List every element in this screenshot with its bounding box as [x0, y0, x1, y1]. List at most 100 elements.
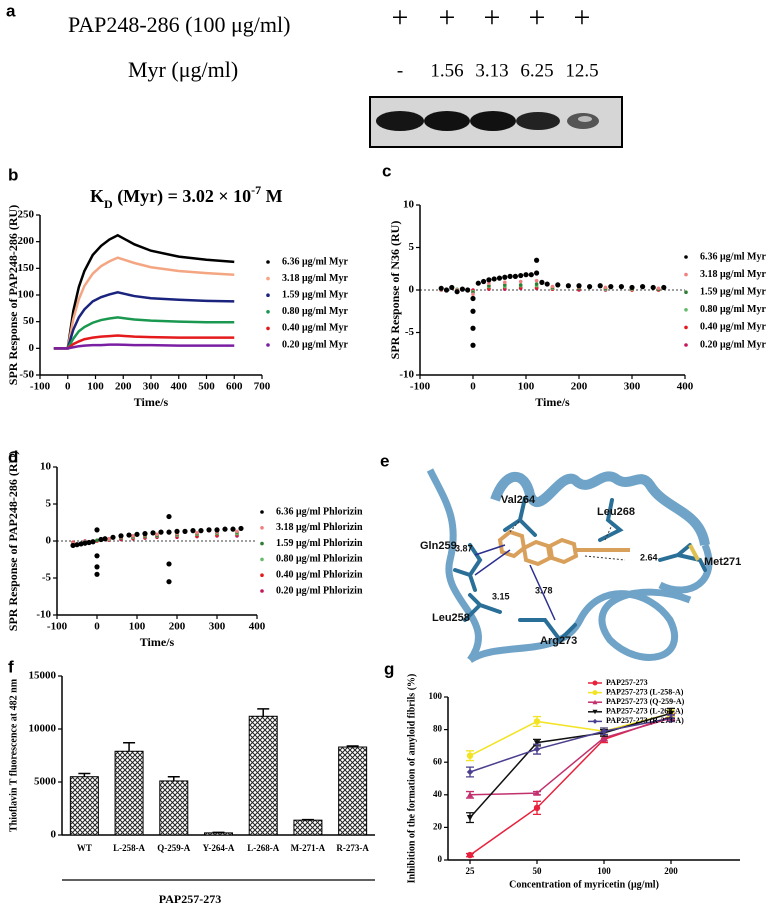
point	[471, 292, 475, 297]
point	[190, 528, 196, 534]
y-tick-label: 5	[46, 498, 52, 510]
cell: +	[574, 1, 591, 34]
series-line	[53, 316, 235, 350]
legend-marker	[260, 526, 264, 530]
error-bar	[78, 772, 91, 777]
x-tick-label: L-268-A	[247, 843, 279, 853]
y-tick-label: 100	[18, 289, 35, 301]
legend-marker	[266, 260, 270, 264]
y-tick-label: 15000	[29, 670, 57, 682]
panel-label: e	[380, 451, 389, 470]
point	[70, 542, 76, 549]
y-tick-label: 0	[51, 829, 57, 841]
point	[518, 272, 524, 279]
point	[503, 283, 507, 287]
point	[94, 527, 100, 533]
series-line	[53, 343, 235, 350]
x-axis-title: PAP257-273	[159, 892, 221, 906]
point	[230, 526, 236, 532]
panel-a: a PAP248-286 (100 μg/ml) Myr (μg/ml)	[6, 1, 623, 148]
point	[534, 257, 540, 263]
point	[518, 279, 523, 284]
bar	[338, 746, 368, 836]
x-tick-label: Y-264-A	[203, 843, 235, 853]
point	[512, 273, 519, 279]
cell: 3.13	[475, 60, 508, 81]
legend-marker	[684, 290, 688, 295]
x-tick-label: 0	[470, 381, 476, 393]
y-tick-label: 10	[403, 199, 415, 211]
ribbon	[658, 543, 713, 594]
point	[131, 534, 135, 538]
y-tick-label: 0	[46, 535, 52, 547]
panel-g: g 0 20 40 60 80 100 Inhibition of the formation…	[384, 659, 740, 890]
marker	[466, 815, 474, 821]
bar	[114, 750, 144, 836]
x-axis-title: Time/s	[535, 395, 570, 409]
point	[222, 526, 228, 532]
bar	[159, 780, 189, 836]
row-label: Myr (μg/ml)	[128, 57, 238, 82]
point	[603, 285, 608, 290]
x-tick-label: -100	[30, 381, 51, 393]
y-tick-label: 250	[18, 209, 35, 221]
y-axis-title: SPR Response of N36 (RU)	[388, 221, 402, 360]
blot-band	[424, 111, 470, 131]
point	[155, 532, 159, 537]
y-tick-label: -10	[399, 369, 414, 381]
x-tick-label: 200	[664, 866, 678, 876]
point	[470, 342, 476, 348]
y-tick-label: 5000	[34, 776, 57, 788]
legend-marker	[260, 589, 264, 593]
point	[198, 528, 204, 534]
point	[491, 276, 497, 282]
cell: 12.5	[565, 60, 598, 81]
blot-band	[470, 111, 516, 131]
x-axis-title: Time/s	[134, 395, 169, 409]
point	[142, 531, 148, 537]
legend-label: 1.59 μg/ml Myr	[282, 289, 348, 300]
x-tick-label: WT	[77, 843, 92, 853]
cell: +	[484, 1, 501, 34]
legend-marker	[266, 343, 270, 347]
error-bar	[257, 708, 270, 717]
marker	[592, 699, 598, 705]
marker	[533, 740, 541, 746]
y-tick-label: 10	[40, 461, 52, 473]
point	[550, 284, 555, 289]
marker	[466, 851, 474, 859]
point	[94, 564, 100, 570]
legend-marker	[266, 293, 270, 298]
legend-marker	[266, 276, 270, 281]
y-tick-label: -5	[42, 572, 52, 584]
bar	[293, 819, 323, 836]
point	[182, 528, 188, 534]
point	[470, 325, 476, 331]
x-tick-label: 600	[226, 381, 243, 393]
error-bar	[167, 775, 180, 781]
x-tick-label: 100	[87, 381, 104, 393]
x-tick-label: 25	[466, 866, 476, 876]
point	[496, 275, 503, 281]
point	[576, 283, 582, 289]
x-tick-label: 200	[115, 381, 132, 393]
x-tick-label: 200	[571, 381, 588, 393]
cell: +	[439, 1, 456, 34]
point	[449, 284, 455, 291]
legend-marker	[266, 310, 270, 314]
title-part: D	[104, 197, 113, 211]
marker	[667, 710, 675, 717]
legend-label: PAP257-273 (Q-259-A)	[606, 697, 685, 706]
panel-c: c -10 -5 0 5 10 -100 0 100 200 300 400 SPR Response …	[382, 161, 766, 408]
x-tick-label: 700	[254, 381, 271, 393]
y-tick-label: -10	[36, 609, 51, 621]
marker	[600, 728, 608, 735]
point	[528, 272, 534, 278]
distance-label: 3.78	[535, 585, 553, 595]
legend-marker	[684, 343, 688, 347]
point	[206, 527, 212, 533]
ribbon	[468, 588, 692, 664]
point	[465, 287, 471, 293]
marker	[592, 709, 598, 715]
legend-label: 1.59 μg/ml Phlorizin	[276, 538, 363, 549]
